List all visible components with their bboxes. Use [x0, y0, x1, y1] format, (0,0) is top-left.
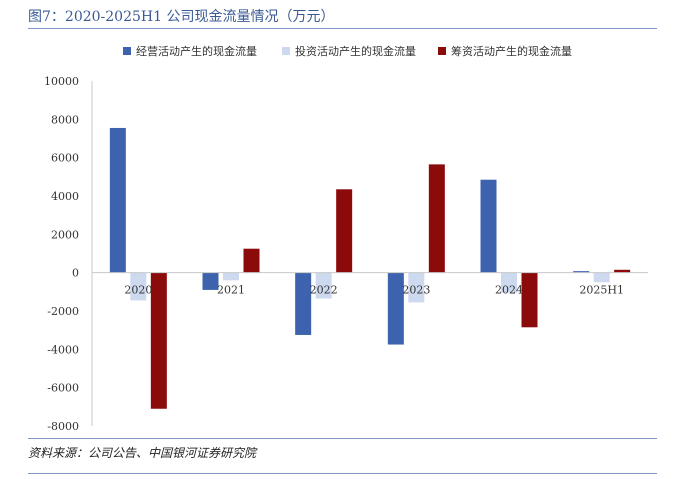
legend-label-1: 投资活动产生的现金流量	[295, 44, 416, 58]
legend-label-0: 经营活动产生的现金流量	[136, 44, 257, 58]
bar-2022-series-1	[315, 272, 332, 299]
bar-2025H1-series-2	[614, 269, 631, 273]
y-tick-label: -8000	[47, 420, 79, 433]
legend-label-2: 筹资活动产生的现金流量	[451, 44, 572, 58]
bar-2025H1-series-0	[573, 271, 590, 273]
y-tick-label: 10000	[44, 75, 79, 88]
bar-2023-series-1	[408, 272, 425, 303]
bars	[109, 127, 631, 409]
x-tick-label-2023: 2023	[402, 284, 430, 297]
y-tick-label: -6000	[47, 382, 79, 395]
source-note: 资料来源：公司公告、中国银河证券研究院	[28, 446, 257, 460]
y-tick-label: 2000	[51, 228, 79, 241]
bar-2022-series-0	[295, 272, 312, 335]
figure-title: 图7：2020-2025H1 公司现金流量情况（万元）	[28, 9, 335, 25]
bar-2025H1-series-1	[593, 272, 610, 283]
legend-swatch-1	[282, 47, 290, 55]
bar-2023-series-0	[387, 272, 404, 345]
top-rule	[28, 28, 657, 29]
y-tick-label: 0	[72, 267, 79, 280]
bar-2021-series-1	[223, 272, 239, 281]
y-tick-label: 6000	[51, 152, 79, 165]
bottom-rule	[28, 438, 657, 439]
bar-2024-series-1	[501, 272, 517, 293]
bar-2024-series-2	[521, 272, 538, 328]
bar-2021-series-2	[243, 248, 260, 273]
y-axis: -8000 -6000 -4000 -2000 0 2000 4000 6000 8000 100…	[44, 75, 93, 433]
bar-2022-series-2	[336, 189, 353, 273]
bar-2021-series-0	[202, 272, 219, 290]
y-tick-label: 4000	[51, 190, 79, 203]
y-tick-label: -2000	[47, 305, 79, 318]
bar-2020-series-2	[150, 272, 167, 409]
x-tick-label-2024: 2024	[495, 284, 523, 297]
x-tick-label-2022: 2022	[310, 284, 338, 297]
x-tick-label-2025H1: 2025H1	[579, 284, 624, 297]
bar-2023-series-2	[428, 164, 445, 273]
legend-swatch-0	[123, 47, 131, 55]
bar-2020-series-0	[109, 127, 126, 273]
x-tick-label-2020: 2020	[124, 284, 152, 297]
legend: 经营活动产生的现金流量 投资活动产生的现金流量 筹资活动产生的现金流量	[123, 44, 572, 58]
x-tick-label-2021: 2021	[217, 284, 245, 297]
footer-rule	[28, 473, 657, 474]
legend-swatch-2	[438, 47, 446, 55]
y-tick-label: -4000	[47, 343, 79, 356]
y-tick-label: 8000	[51, 113, 79, 126]
bar-2020-series-1	[130, 272, 147, 301]
bar-2024-series-0	[480, 179, 497, 273]
x-axis: 2020 2021 2022 2023 2024 2025H1	[124, 284, 624, 297]
